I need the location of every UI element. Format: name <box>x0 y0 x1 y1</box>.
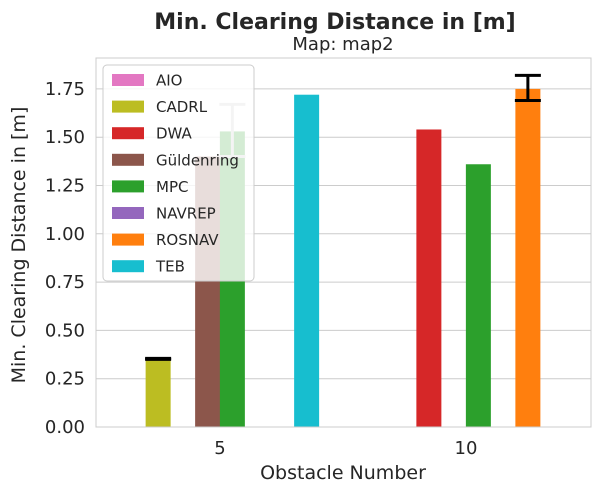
bar-dwa-10 <box>416 129 442 427</box>
legend-item-dwa: DWA <box>112 125 193 143</box>
y-tick-label: 1.00 <box>45 224 85 245</box>
y-tick-label: 0.25 <box>45 369 85 390</box>
legend-label: AIO <box>156 72 183 90</box>
legend-label: NAVREP <box>156 205 216 223</box>
legend-swatch <box>112 153 144 166</box>
legend: AIO CADRL DWA Güldenring MPC NAVREP ROSNAV TEB <box>102 64 255 282</box>
x-tick-label: 10 <box>455 438 478 459</box>
error-bar-rosnav-10 <box>514 73 541 103</box>
legend-label: CADRL <box>156 98 208 116</box>
legend-item-cadrl: CADRL <box>112 98 208 116</box>
legend-swatch <box>112 233 144 246</box>
y-axis-ticks: 0.00 0.25 0.50 0.75 1.00 1.25 1.50 1.75 <box>45 79 85 438</box>
x-axis-ticks: 5 10 <box>214 438 477 459</box>
legend-swatch <box>112 74 144 86</box>
legend-swatch <box>112 260 144 273</box>
legend-item-teb: TEB <box>112 258 185 276</box>
y-tick-label: 0.00 <box>45 417 85 438</box>
legend-label: ROSNAV <box>156 231 219 249</box>
y-tick-label: 1.25 <box>45 176 85 197</box>
legend-label: TEB <box>155 258 185 276</box>
legend-label: MPC <box>156 178 188 196</box>
legend-swatch <box>112 207 144 219</box>
chart-title: Min. Clearing Distance in [m] <box>154 10 515 35</box>
legend-item-navrep: NAVREP <box>112 205 216 223</box>
x-tick-label: 5 <box>214 438 225 459</box>
legend-label: DWA <box>156 125 193 143</box>
y-tick-label: 0.75 <box>45 272 85 293</box>
chart-subtitle: Map: map2 <box>292 34 393 55</box>
legend-item-aio: AIO <box>112 72 183 90</box>
x-axis-label: Obstacle Number <box>260 462 426 484</box>
legend-box <box>102 64 255 282</box>
legend-item-güldenring: Güldenring <box>112 151 239 169</box>
bar-cadrl-5 <box>145 359 171 427</box>
y-axis-label: Min. Clearing Distance in [m] <box>8 107 30 384</box>
y-tick-label: 1.50 <box>45 127 85 148</box>
legend-item-rosnav: ROSNAV <box>112 231 219 249</box>
plot-frame <box>95 57 592 428</box>
error-bar-cadrl-5 <box>145 356 172 361</box>
legend-item-mpc: MPC <box>112 178 188 196</box>
y-tick-label: 1.75 <box>45 79 85 100</box>
legend-swatch <box>112 180 144 193</box>
legend-label: Güldenring <box>156 151 239 169</box>
bar-mpc-10 <box>465 164 491 428</box>
bar-teb-5 <box>294 94 320 427</box>
legend-swatch <box>112 127 144 140</box>
legend-swatch <box>112 100 144 113</box>
bar-rosnav-10 <box>515 88 541 427</box>
y-tick-label: 0.50 <box>45 320 85 341</box>
